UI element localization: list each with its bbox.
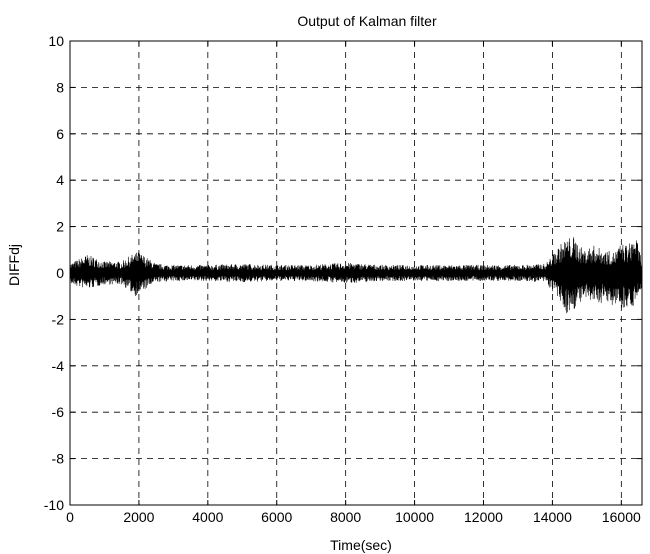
x-tick-label: 2000 — [123, 509, 154, 525]
y-tick-label: -2 — [52, 311, 65, 327]
y-tick-label: 0 — [56, 265, 64, 281]
y-axis: -10 -8 -6 -4 -2 0 2 4 6 8 10 — [44, 33, 642, 513]
x-tick-label: 6000 — [261, 509, 292, 525]
y-tick-label: 10 — [48, 33, 64, 49]
x-tick-label: 10000 — [395, 509, 434, 525]
x-axis-label: Time(sec) — [330, 537, 392, 553]
y-tick-label: 4 — [56, 172, 64, 188]
series-line — [69, 237, 643, 314]
y-tick-label: -8 — [52, 451, 65, 467]
y-tick-label: 6 — [56, 126, 64, 142]
y-tick-label: 2 — [56, 219, 64, 235]
y-tick-label: 8 — [56, 79, 64, 95]
x-tick-label: 16000 — [602, 509, 641, 525]
x-tick-label: 4000 — [192, 509, 223, 525]
y-tick-label: -10 — [44, 497, 64, 513]
y-axis-label: DIFFdj — [6, 244, 22, 286]
x-tick-label: 14000 — [533, 509, 572, 525]
x-axis: 0 2000 4000 6000 8000 10000 12000 14000 16000 — [66, 41, 641, 525]
x-tick-label: 8000 — [330, 509, 361, 525]
series-layer — [69, 237, 643, 314]
y-tick-label: -6 — [52, 404, 65, 420]
x-tick-label: 12000 — [464, 509, 503, 525]
x-tick-label: 0 — [66, 509, 74, 525]
y-tick-label: -4 — [52, 358, 65, 374]
chart-title: Output of Kalman filter — [297, 13, 437, 29]
